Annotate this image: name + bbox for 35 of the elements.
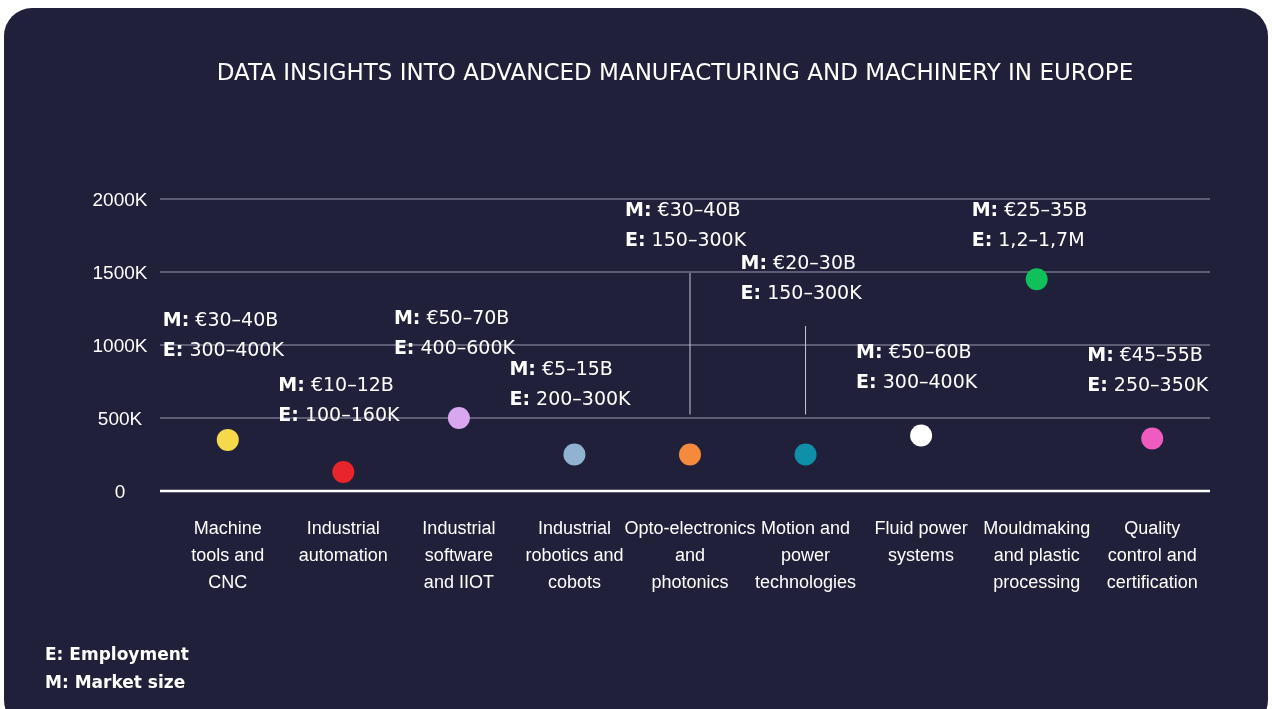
annotation: M: €30–40B E: 300–400K: [162, 308, 285, 361]
y-tick-label: 0: [114, 480, 126, 502]
point: [794, 443, 817, 466]
chart-title: DATA INSIGHTS INTO ADVANCED MANUFACTURING AND MACHINERY IN EUROPE: [216, 59, 1134, 85]
point: [1141, 427, 1164, 450]
text: E: Employment: [45, 644, 189, 664]
x-tick-label: Industrial automation: [298, 517, 388, 565]
y-tick-label: 2000K: [92, 188, 148, 210]
text: M: Market size: [45, 672, 186, 692]
annotation: M: €45–55B E: 250–350K: [1087, 343, 1209, 396]
x-tick-label: Motion and power technologies: [755, 517, 857, 592]
x-tick-label: Quality control and certification: [1106, 517, 1198, 592]
point: [332, 461, 355, 483]
point: [447, 407, 470, 429]
x-tick-label: Mouldmaking and plastic processing: [983, 517, 1091, 592]
annotation: M: €25–35B E: 1,2–1,7M: [971, 198, 1088, 251]
point: [679, 443, 701, 466]
point: [1025, 268, 1048, 291]
annotation: M: €50–60B E: 300–400K: [856, 340, 978, 393]
annotation: M: €5–15B E: 200–300K: [509, 357, 632, 410]
annotation: M: €30–40B E: 150–300K: [625, 198, 747, 251]
point: [563, 443, 586, 466]
annotation: M: €50–70B E: 400–600K: [393, 306, 516, 359]
x-tick-label: Machine tools and CNC: [191, 517, 265, 592]
y-tick-label: 1000K: [92, 334, 148, 356]
annotation: M: €10–12B E: 100–160K: [278, 373, 400, 426]
x-tick-label: Industrial software and IIOT: [422, 517, 496, 592]
annotation: M: €20–30B E: 150–300K: [740, 251, 863, 304]
point: [910, 424, 933, 447]
x-tick-label: Fluid power systems: [874, 517, 968, 565]
y-tick-label: 1500K: [92, 261, 148, 283]
x-tick-label: Opto-electronics and photonics: [624, 517, 756, 592]
point: [216, 428, 239, 451]
x-tick-label: Industrial robotics and cobots: [525, 517, 624, 592]
y-tick-label: 500K: [97, 407, 143, 429]
